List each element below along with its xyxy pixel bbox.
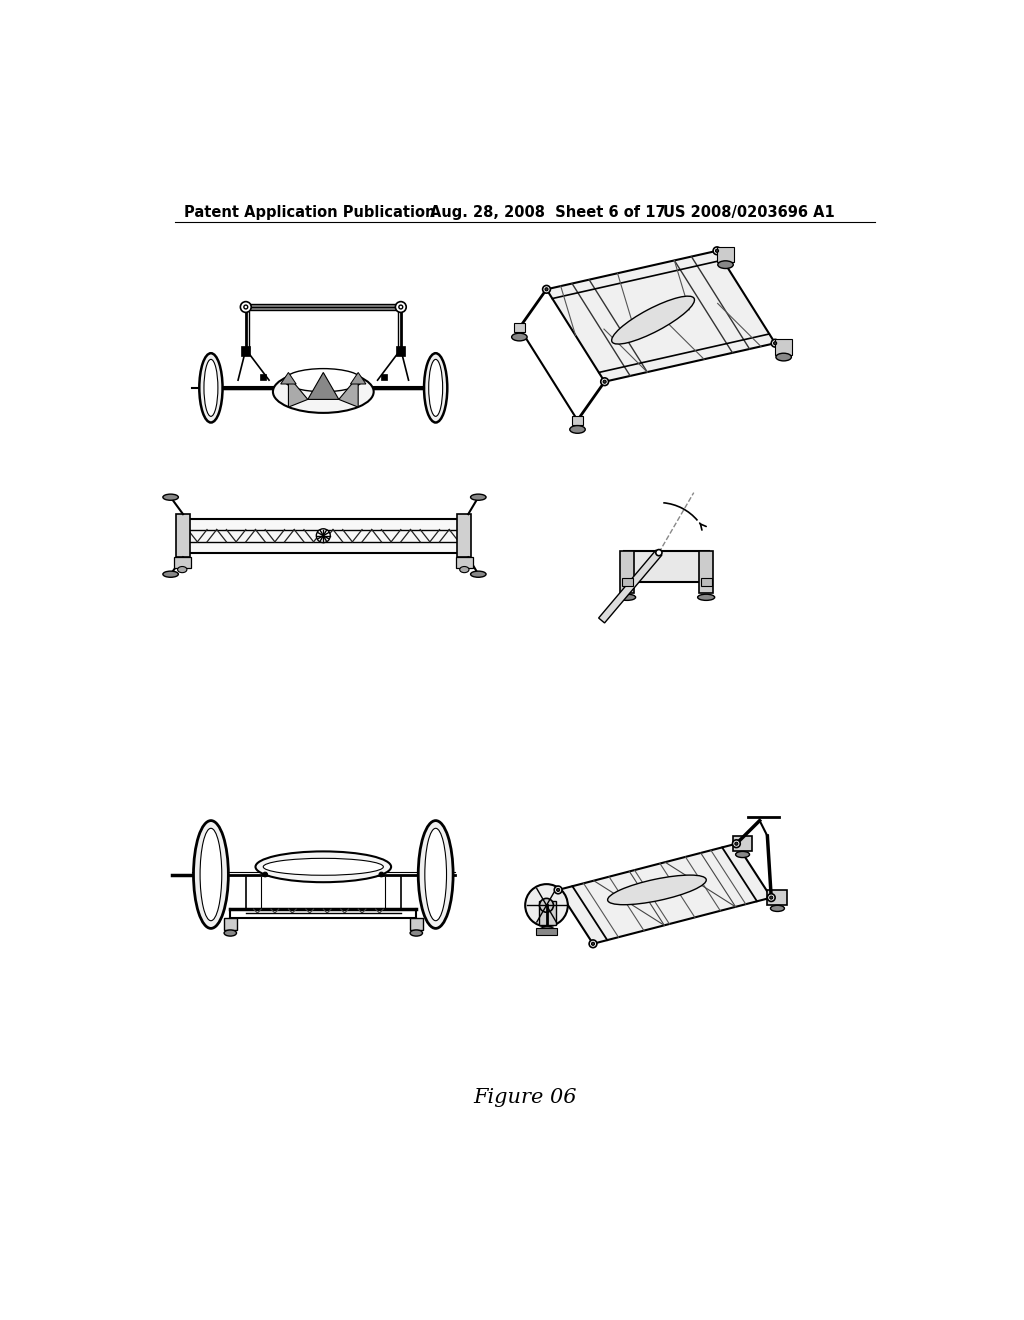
Bar — [241, 346, 251, 355]
Ellipse shape — [773, 342, 776, 345]
Ellipse shape — [569, 425, 586, 433]
Text: US 2008/0203696 A1: US 2008/0203696 A1 — [663, 205, 835, 220]
Ellipse shape — [224, 929, 237, 936]
Ellipse shape — [525, 884, 568, 927]
Ellipse shape — [776, 354, 792, 360]
Ellipse shape — [618, 594, 636, 601]
Ellipse shape — [655, 549, 662, 556]
Ellipse shape — [425, 829, 446, 921]
Bar — [260, 374, 266, 380]
Ellipse shape — [285, 368, 362, 392]
Ellipse shape — [543, 285, 550, 293]
Ellipse shape — [399, 305, 402, 309]
Ellipse shape — [410, 929, 423, 936]
Bar — [187, 519, 459, 553]
Ellipse shape — [244, 305, 248, 309]
Ellipse shape — [471, 494, 486, 500]
Bar — [572, 416, 583, 425]
Ellipse shape — [716, 249, 719, 252]
Bar — [537, 928, 557, 935]
Ellipse shape — [200, 829, 222, 921]
Bar — [624, 552, 710, 582]
Bar — [514, 323, 525, 333]
Ellipse shape — [471, 572, 486, 577]
Ellipse shape — [713, 247, 721, 255]
Text: Aug. 28, 2008  Sheet 6 of 17: Aug. 28, 2008 Sheet 6 of 17 — [430, 205, 666, 220]
Ellipse shape — [163, 572, 178, 577]
Bar — [700, 578, 712, 586]
Ellipse shape — [204, 359, 218, 416]
Ellipse shape — [770, 906, 784, 911]
Ellipse shape — [395, 302, 407, 313]
Ellipse shape — [611, 296, 694, 345]
Ellipse shape — [163, 494, 178, 500]
Ellipse shape — [554, 886, 562, 894]
Bar — [767, 890, 786, 906]
Bar — [396, 346, 406, 355]
Ellipse shape — [735, 851, 750, 858]
Ellipse shape — [379, 873, 384, 876]
Ellipse shape — [735, 842, 738, 845]
Ellipse shape — [460, 566, 469, 573]
Bar — [410, 917, 423, 929]
Ellipse shape — [603, 380, 606, 383]
Ellipse shape — [771, 339, 779, 347]
Ellipse shape — [316, 529, 331, 543]
Polygon shape — [599, 550, 662, 623]
Ellipse shape — [718, 261, 733, 268]
Ellipse shape — [589, 940, 597, 948]
Polygon shape — [289, 376, 308, 407]
Polygon shape — [308, 372, 339, 400]
Ellipse shape — [241, 302, 251, 313]
Ellipse shape — [418, 821, 453, 928]
Bar — [621, 552, 634, 594]
Bar — [224, 917, 237, 929]
Ellipse shape — [732, 840, 740, 847]
Polygon shape — [281, 372, 296, 384]
Bar — [381, 374, 387, 380]
Polygon shape — [339, 376, 358, 407]
Bar — [775, 339, 793, 355]
Ellipse shape — [512, 333, 527, 341]
Bar — [174, 557, 190, 568]
Ellipse shape — [177, 566, 187, 573]
Ellipse shape — [767, 894, 775, 902]
Ellipse shape — [592, 942, 595, 945]
Bar — [622, 578, 633, 586]
Bar — [717, 247, 734, 263]
Ellipse shape — [557, 888, 560, 891]
Polygon shape — [558, 843, 771, 944]
Ellipse shape — [540, 899, 554, 912]
Bar — [539, 902, 556, 924]
Ellipse shape — [545, 288, 548, 290]
Ellipse shape — [273, 371, 374, 413]
Polygon shape — [547, 251, 775, 381]
Bar — [456, 557, 473, 568]
Text: Patent Application Publication: Patent Application Publication — [183, 205, 435, 220]
Ellipse shape — [263, 873, 267, 876]
Ellipse shape — [607, 875, 707, 904]
Bar — [176, 515, 190, 557]
Ellipse shape — [263, 858, 383, 875]
Text: Figure 06: Figure 06 — [473, 1088, 577, 1107]
Ellipse shape — [424, 354, 447, 422]
Ellipse shape — [255, 851, 391, 882]
Ellipse shape — [770, 896, 773, 899]
Polygon shape — [350, 372, 366, 384]
Ellipse shape — [540, 927, 555, 933]
Ellipse shape — [601, 378, 608, 385]
Ellipse shape — [429, 359, 442, 416]
Ellipse shape — [194, 821, 228, 928]
Bar — [732, 836, 752, 851]
Ellipse shape — [200, 354, 222, 422]
Bar — [457, 515, 471, 557]
Bar — [699, 552, 713, 594]
Ellipse shape — [697, 594, 715, 601]
